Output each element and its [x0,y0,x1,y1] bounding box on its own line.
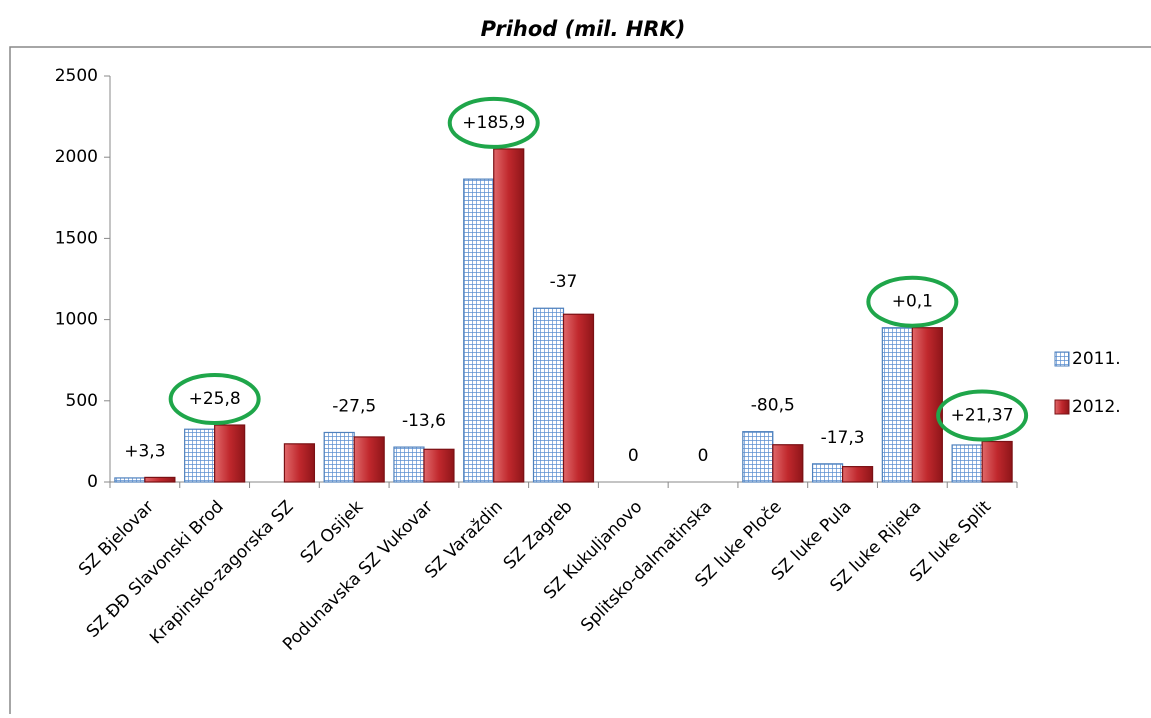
x-tick-label: Krapinsko-zagorska SZ [146,497,297,648]
bar [353,436,385,483]
chart-frame [9,46,1151,718]
highlight-circle [866,275,959,328]
x-tick-label: Podunavska SZ Vukovar [279,497,437,655]
y-tick-label: 1000 [55,310,98,330]
bar [393,446,425,483]
annotation: 0 [698,446,709,466]
bar [772,444,804,483]
highlight-circle [168,373,261,426]
y-tick-label: 500 [66,391,98,411]
bar [184,428,216,483]
annotation: 0 [628,446,639,466]
y-tick-label: 0 [87,472,98,492]
bar [951,444,983,483]
y-tick-label: 2000 [55,147,98,167]
bar [283,443,316,483]
bar [323,431,355,483]
bar [742,431,774,483]
bar [463,178,495,483]
x-tick-label: Splitsko-dalmatinska [577,497,716,636]
x-tick-label: SZ Osijek [297,497,368,568]
chart-title: Prihod (mil. HRK) [481,17,686,41]
y-tick-label: 2500 [55,66,98,86]
y-tick-label: 1500 [55,228,98,248]
annotation: -27,5 [332,396,376,416]
bar [114,477,146,483]
annotation: -80,5 [751,396,795,416]
legend-label: 2012. [1072,397,1121,417]
bar [911,327,943,483]
bar [532,307,565,483]
highlight-circle [447,96,540,149]
x-tick-label: SZ Zagreb [500,497,577,574]
annotation: +3,3 [124,441,165,461]
highlight-circle [936,389,1029,442]
bar [811,463,844,483]
legend-label: 2011. [1072,349,1121,369]
bar [881,327,913,483]
x-tick-label: SZ ĐĐ Slavonski Brod [83,497,228,642]
bar [144,476,176,483]
annotation: -17,3 [821,428,865,448]
bar [214,424,246,483]
legend-swatch [1054,351,1070,367]
annotation: -13,6 [402,411,446,431]
annotation: +0,1 [892,292,933,312]
legend-swatch [1054,399,1070,415]
annotation: +21,37 [951,406,1014,426]
bar [423,448,455,483]
bar [981,440,1013,483]
annotation: -37 [550,272,578,292]
bar [493,148,525,483]
annotation: +25,8 [189,389,241,409]
bar [841,466,874,483]
bar [562,313,595,483]
annotation: +185,9 [462,113,525,133]
